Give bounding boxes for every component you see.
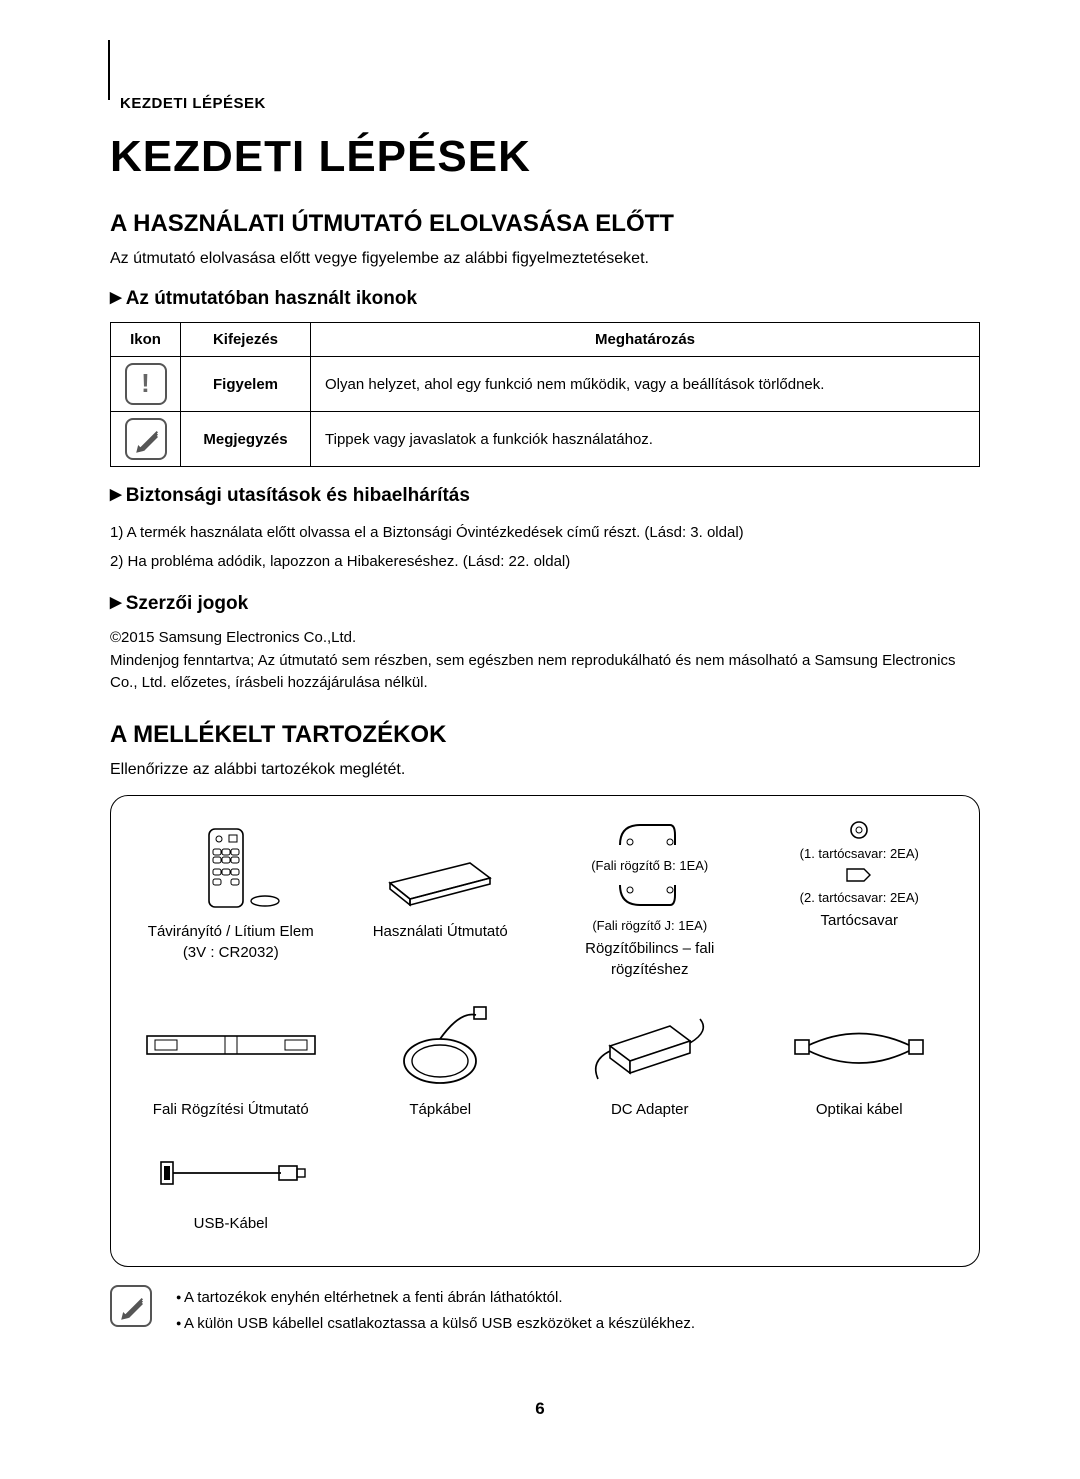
acc-power-label: Tápkábel [345,1100,537,1120]
section-before-reading: A HASZNÁLATI ÚTMUTATÓ ELOLVASÁSA ELŐTT [110,210,980,238]
acc-usb: USB-Kábel [131,1134,331,1238]
footnote-1: A tartozékok enyhén eltérhetnek a fenti … [176,1285,695,1311]
acc-remote-label: Távirányító / Lítium Elem (3V : CR2032) [135,922,327,963]
footnote-note-icon [110,1285,154,1327]
def-note: Tippek vagy javaslatok a funkciók haszná… [311,412,980,467]
term-note: Megjegyzés [181,412,311,467]
acc-screw-label: Tartócsavar [764,911,956,931]
screw1-label: (1. tartócsavar: 2EA) [800,846,919,862]
icon-table: Ikon Kifejezés Meghatározás ! Figyelem O… [110,322,980,467]
bracket-j-label: (Fali rögzítő J: 1EA) [592,918,707,934]
acc-screws: (1. tartócsavar: 2EA) (2. tartócsavar: 2… [760,816,960,984]
page-number: 6 [535,1399,544,1419]
note-icon [125,418,167,460]
acc-brackets: (Fali rögzítő B: 1EA) (Fali rögzítő J: 1… [550,816,750,984]
footnote-2: A külön USB kábellel csatlakoztassa a kü… [176,1311,695,1337]
th-icon: Ikon [111,323,181,357]
acc-intro: Ellenőrizze az alábbi tartozékok meglété… [110,759,980,781]
breadcrumb: KEZDETI LÉPÉSEK [120,95,980,112]
sub-safety: Biztonsági utasítások és hibaelhárítás [110,485,980,507]
copyright-2: Mindenjog fenntartva; Az útmutató sem ré… [110,650,980,695]
acc-usb-label: USB-Kábel [135,1214,327,1234]
bracket-b-label: (Fali rögzítő B: 1EA) [591,858,708,874]
acc-bracket-label: Rögzítőbilincs – fali rögzítéshez [554,939,746,980]
safety-list: 1) A termék használata előtt olvassa el … [110,519,980,575]
def-caution: Olyan helyzet, ahol egy funkció nem műkö… [311,357,980,412]
term-caution: Figyelem [181,357,311,412]
intro-text: Az útmutató elolvasása előtt vegye figye… [110,248,980,270]
acc-remote: Távirányító / Lítium Elem (3V : CR2032) [131,816,331,984]
acc-wallguide: Fali Rögzítési Útmutató [131,994,331,1124]
acc-optical: Optikai kábel [760,994,960,1124]
th-def: Meghatározás [311,323,980,357]
caution-icon-cell: ! [111,357,181,412]
safety-item-1: 1) A termék használata előtt olvassa el … [110,519,980,546]
page-title: KEZDETI LÉPÉSEK [110,132,980,182]
note-icon-cell [111,412,181,467]
acc-manual-label: Használati Útmutató [345,922,537,942]
acc-adapter-label: DC Adapter [554,1100,746,1120]
screw2-label: (2. tartócsavar: 2EA) [800,890,919,906]
accessories-box: Távirányító / Lítium Elem (3V : CR2032) … [110,795,980,1267]
copyright-1: ©2015 Samsung Electronics Co.,Ltd. [110,627,980,650]
safety-item-2: 2) Ha probléma adódik, lapozzon a Hibake… [110,548,980,575]
section-accessories: A MELLÉKELT TARTOZÉKOK [110,721,980,749]
th-term: Kifejezés [181,323,311,357]
acc-wallguide-label: Fali Rögzítési Útmutató [135,1100,327,1120]
acc-optical-label: Optikai kábel [764,1100,956,1120]
acc-power: Tápkábel [341,994,541,1124]
sub-copyright: Szerzői jogok [110,593,980,615]
acc-manual: Használati Útmutató [341,816,541,984]
acc-adapter: DC Adapter [550,994,750,1124]
sub-icons: Az útmutatóban használt ikonok [110,288,980,310]
caution-icon: ! [125,363,167,405]
